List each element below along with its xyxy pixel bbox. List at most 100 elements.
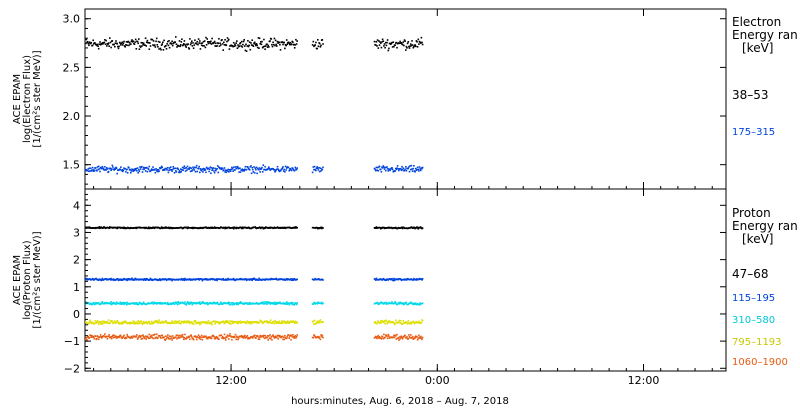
proton-point: [135, 227, 138, 230]
electron-point: [193, 169, 196, 171]
proton-point: [112, 336, 115, 339]
proton-point: [420, 278, 423, 280]
electron-point: [253, 166, 255, 168]
proton-point: [289, 335, 291, 338]
electron-point: [386, 168, 389, 170]
electron-ytick-label: 3.0: [63, 13, 81, 26]
electron-point: [229, 169, 231, 171]
proton-point: [271, 335, 274, 337]
electron-point: [261, 46, 264, 49]
proton-point: [138, 336, 140, 338]
proton-point: [248, 322, 250, 325]
proton-point: [386, 322, 389, 324]
electron-point: [178, 45, 180, 47]
electron-point: [226, 170, 229, 172]
electron-point: [182, 44, 184, 46]
proton-point: [216, 301, 219, 304]
electron-point: [134, 168, 137, 171]
electron-point: [96, 166, 99, 168]
proton-point: [261, 321, 263, 323]
proton-point: [144, 322, 147, 324]
electron-point: [218, 45, 221, 47]
proton-point: [251, 279, 253, 282]
electron-point: [230, 168, 232, 171]
electron-point: [201, 168, 204, 170]
electron-point: [152, 166, 154, 168]
proton-ylabel: ACE EPAM log(Proton Flux) [1/(cm²s ster …: [12, 231, 43, 328]
proton-point: [151, 323, 154, 325]
electron-point: [287, 166, 290, 169]
proton-point: [276, 303, 278, 305]
proton-point: [136, 321, 138, 323]
electron-point: [376, 169, 378, 171]
proton-point: [122, 335, 125, 338]
proton-point: [86, 338, 88, 341]
electron-point: [96, 43, 99, 46]
electron-point: [184, 167, 186, 170]
proton-point: [122, 279, 124, 281]
proton-point: [296, 226, 298, 229]
electron-point: [203, 169, 205, 171]
proton-point: [97, 227, 100, 229]
electron-point: [312, 166, 315, 168]
proton-point: [210, 337, 213, 340]
proton-point: [211, 323, 213, 326]
electron-point: [253, 41, 256, 44]
electron-point: [181, 38, 183, 40]
electron-point: [217, 171, 220, 174]
electron-point: [294, 44, 297, 46]
proton-point: [110, 336, 112, 338]
proton-point: [393, 321, 395, 324]
proton-point: [114, 336, 116, 339]
proton-point: [150, 334, 152, 337]
electron-point: [411, 170, 414, 172]
proton-point: [314, 336, 316, 338]
electron-point: [271, 45, 274, 48]
proton-point: [258, 277, 260, 280]
proton-point: [142, 302, 144, 305]
electron-point: [128, 41, 131, 44]
proton-point: [192, 338, 195, 341]
electron-point: [407, 167, 410, 170]
proton-point: [220, 302, 223, 305]
electron-point: [114, 168, 117, 170]
electron-point: [103, 169, 106, 171]
proton-point: [296, 334, 298, 336]
proton-point: [116, 227, 118, 230]
electron-point: [281, 41, 284, 43]
proton-point: [205, 322, 208, 325]
proton-point: [194, 320, 197, 322]
electron-point: [194, 39, 196, 41]
proton-point: [392, 336, 395, 338]
proton-point: [288, 322, 290, 325]
electron-point: [213, 40, 216, 43]
electron-point: [248, 41, 251, 43]
electron-point: [184, 170, 187, 172]
proton-point: [167, 334, 169, 336]
proton-point: [130, 337, 132, 339]
proton-point: [236, 336, 239, 338]
electron-point: [380, 171, 383, 173]
proton-point: [285, 321, 287, 323]
electron-point: [293, 47, 296, 49]
electron-point: [388, 47, 390, 50]
proton-point: [287, 320, 289, 322]
electron-point: [268, 167, 271, 170]
proton-point: [186, 302, 188, 305]
proton-point: [103, 302, 106, 305]
proton-point: [228, 302, 231, 304]
proton-point: [112, 302, 115, 305]
electron-point: [376, 45, 378, 47]
proton-point: [177, 321, 179, 323]
proton-point: [269, 321, 271, 324]
electron-point: [157, 168, 160, 171]
proton-point: [379, 322, 381, 324]
electron-point: [206, 38, 208, 40]
proton-point: [266, 301, 269, 303]
electron-legend-entry-2: 175–315: [732, 127, 775, 138]
proton-point: [273, 335, 275, 338]
proton-point: [135, 303, 138, 305]
electron-point: [320, 44, 322, 47]
proton-point: [421, 278, 424, 280]
proton-point: [274, 303, 276, 306]
